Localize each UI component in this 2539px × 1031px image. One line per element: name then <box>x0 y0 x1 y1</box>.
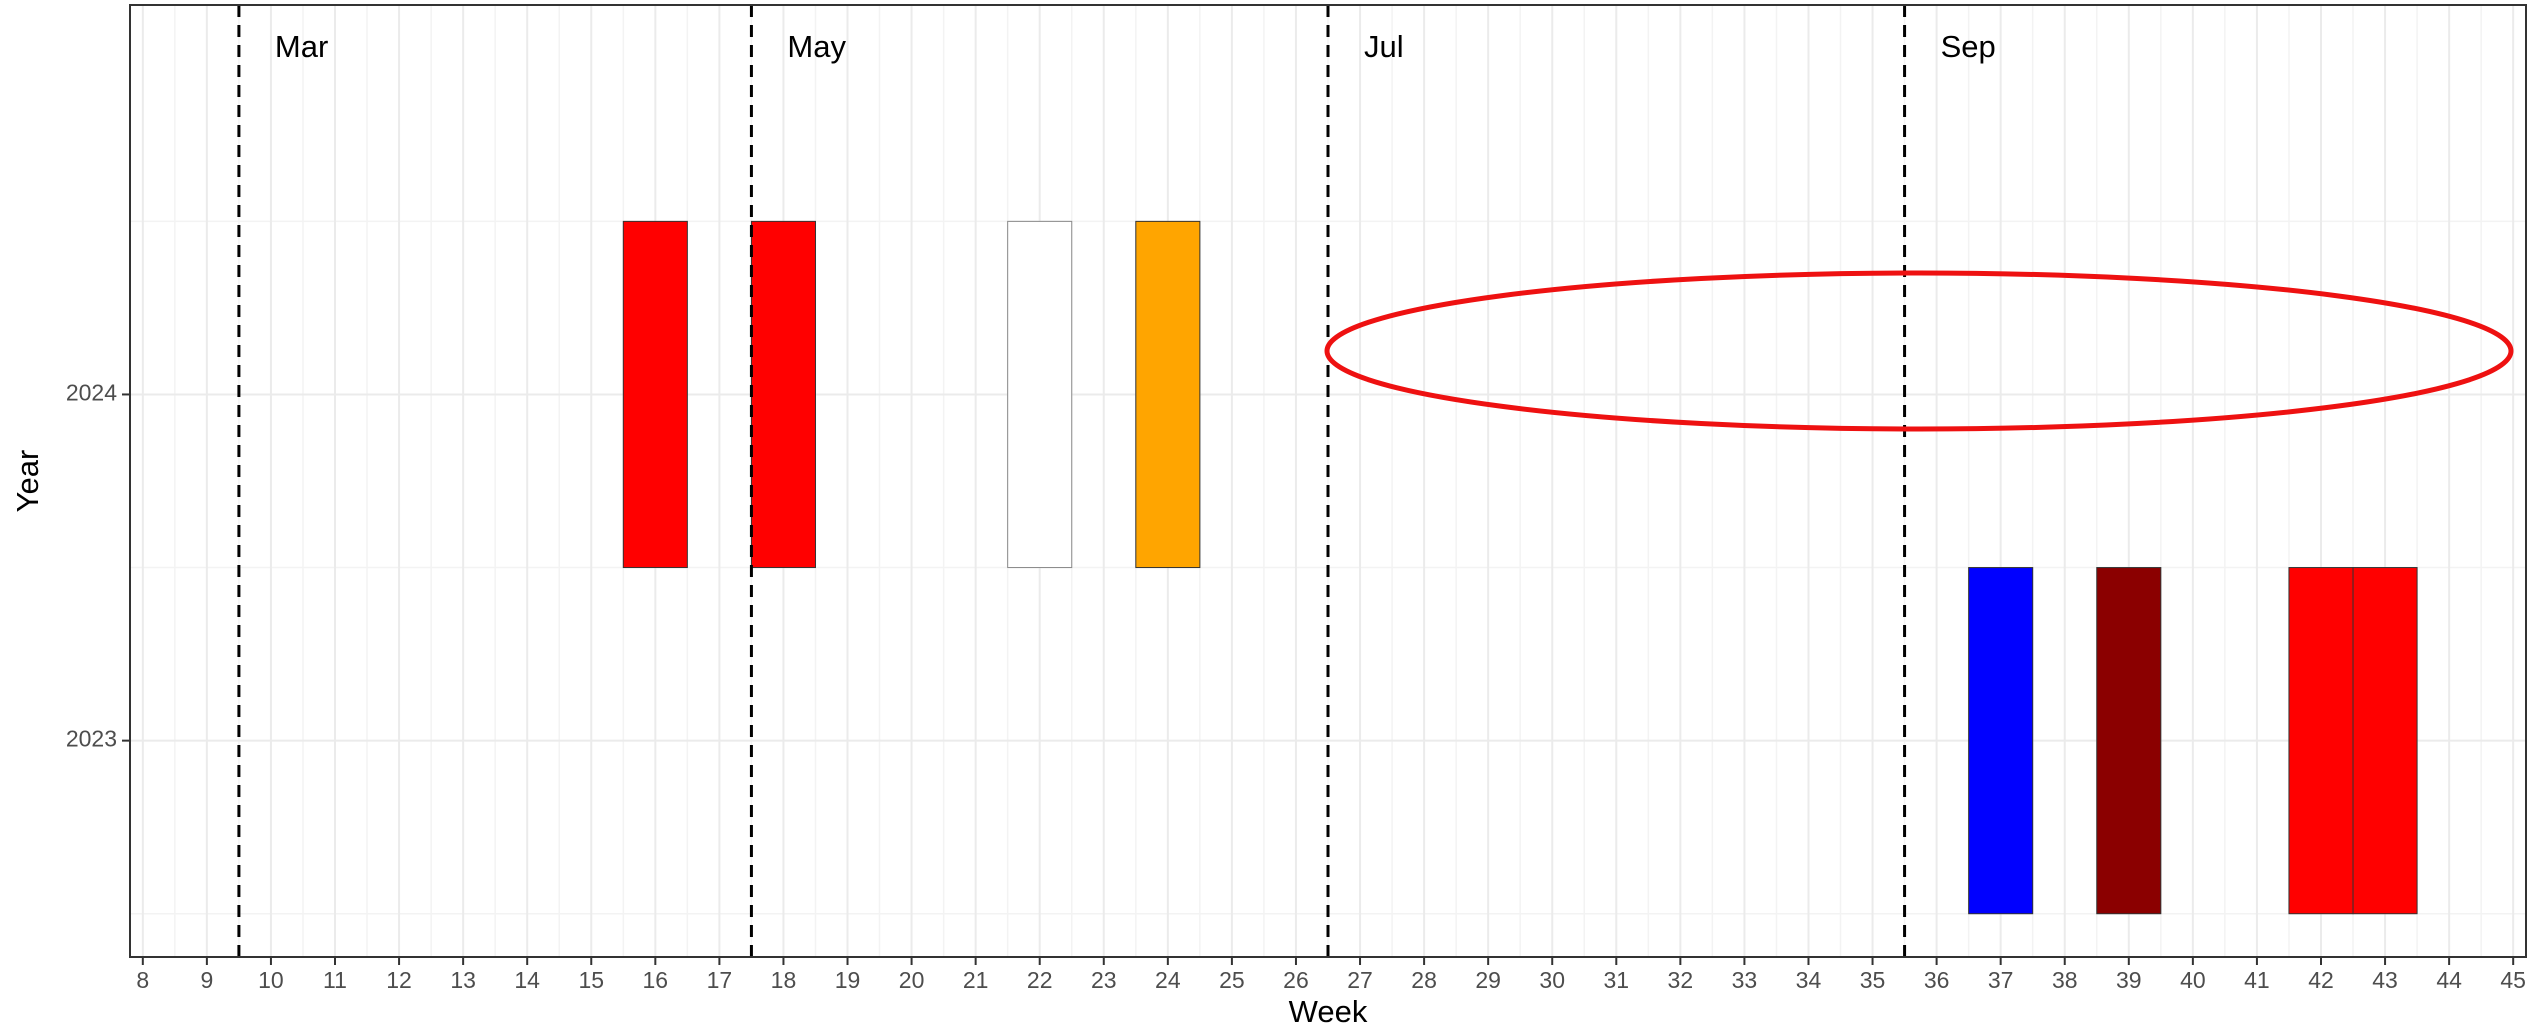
x-tick-label: 11 <box>323 967 347 993</box>
tile <box>2096 567 2162 915</box>
x-tick-label: 40 <box>2180 967 2206 993</box>
x-tick-label: 29 <box>1475 967 1501 993</box>
y-tick-label: 2023 <box>66 726 117 752</box>
x-tick-label: 15 <box>578 967 604 993</box>
x-tick-label: 28 <box>1411 967 1437 993</box>
x-tick-label: 36 <box>1924 967 1950 993</box>
month-label: Sep <box>1941 29 1996 64</box>
x-tick-label: 42 <box>2308 967 2334 993</box>
x-tick-label: 33 <box>1732 967 1758 993</box>
x-tick-label: 16 <box>643 967 669 993</box>
x-tick-label: 8 <box>136 967 149 993</box>
month-label: Jul <box>1364 29 1404 64</box>
x-tick-label: 17 <box>707 967 733 993</box>
tile <box>2352 567 2418 915</box>
x-axis-title: Week <box>1289 994 1368 1029</box>
x-tick-label: 10 <box>258 967 284 993</box>
tile <box>1968 567 2034 915</box>
tile <box>622 220 688 569</box>
tile <box>1007 220 1073 569</box>
x-tick-label: 9 <box>200 967 213 993</box>
y-axis-title: Year <box>10 450 45 513</box>
x-tick-label: 39 <box>2116 967 2142 993</box>
x-tick-label: 25 <box>1219 967 1245 993</box>
x-tick-label: 31 <box>1603 967 1629 993</box>
x-tick-label: 21 <box>963 967 989 993</box>
x-tick-label: 20 <box>899 967 925 993</box>
x-tick-label: 14 <box>514 967 540 993</box>
x-tick-label: 44 <box>2436 967 2462 993</box>
x-tick-label: 12 <box>386 967 412 993</box>
x-tick-label: 22 <box>1027 967 1053 993</box>
x-tick-label: 26 <box>1283 967 1309 993</box>
x-tick-label: 32 <box>1668 967 1694 993</box>
tile <box>2288 567 2354 915</box>
x-tick-label: 35 <box>1860 967 1886 993</box>
month-label: May <box>787 29 846 64</box>
y-tick-label: 2024 <box>66 380 117 406</box>
x-tick-label: 23 <box>1091 967 1117 993</box>
x-tick-label: 19 <box>835 967 861 993</box>
x-tick-label: 13 <box>450 967 476 993</box>
x-tick-label: 18 <box>771 967 797 993</box>
tile <box>1135 220 1201 569</box>
month-label: Mar <box>275 29 328 64</box>
x-tick-label: 45 <box>2500 967 2526 993</box>
x-tick-label: 38 <box>2052 967 2078 993</box>
x-tick-label: 43 <box>2372 967 2398 993</box>
x-tick-label: 27 <box>1347 967 1373 993</box>
x-tick-label: 34 <box>1796 967 1822 993</box>
tile <box>750 220 816 569</box>
panel-border <box>129 4 2527 958</box>
x-tick-label: 30 <box>1539 967 1565 993</box>
highlight-ellipse <box>1324 270 2514 432</box>
x-tick-label: 41 <box>2244 967 2270 993</box>
x-tick-label: 37 <box>1988 967 2014 993</box>
x-tick-label: 24 <box>1155 967 1181 993</box>
